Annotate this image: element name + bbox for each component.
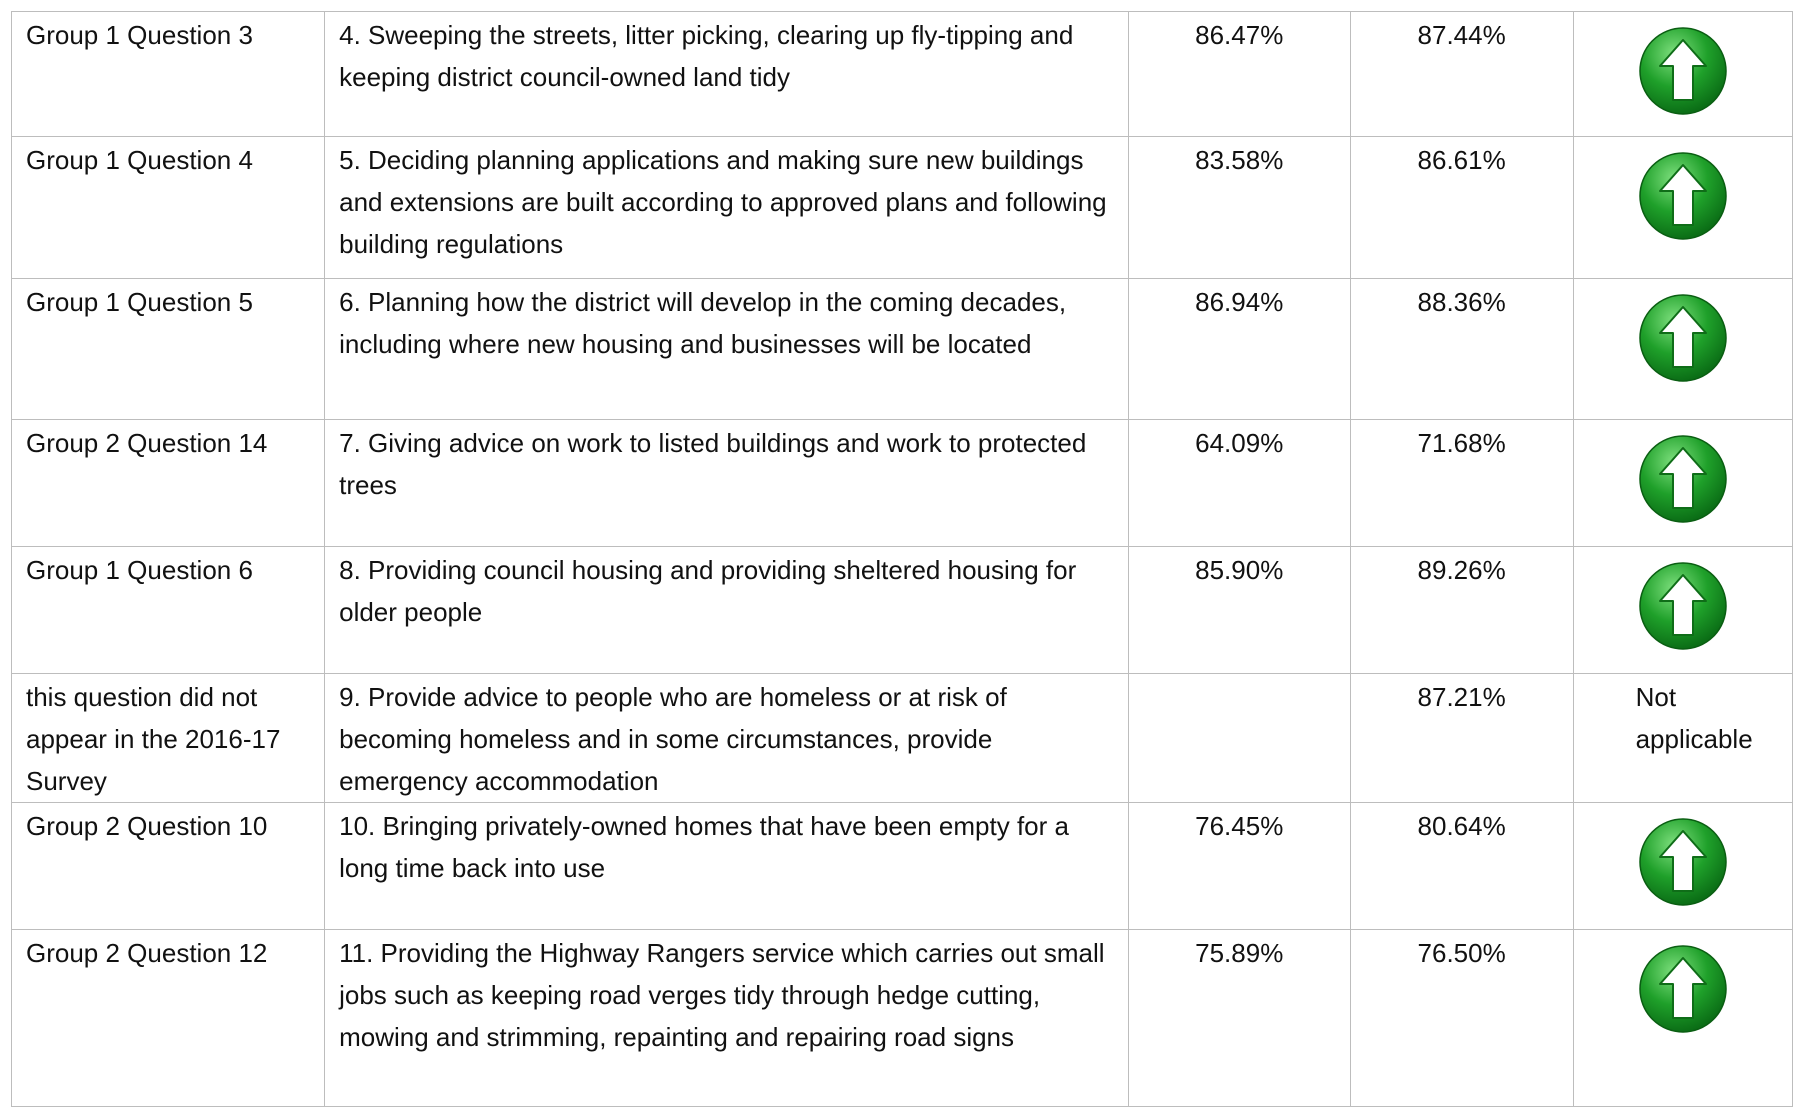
page: {"table": {"rows": [ ["Group 1 Question … xyxy=(10,11,1793,1107)
table-cell: 6. Planning how the district will develo… xyxy=(324,278,1129,420)
up-arrow-icon xyxy=(1639,27,1727,115)
table-cell: 8. Providing council housing and providi… xyxy=(324,546,1129,674)
table-cell: 71.68% xyxy=(1349,419,1574,547)
table-cell xyxy=(1572,278,1793,420)
table-cell: 86.94% xyxy=(1127,278,1351,420)
up-arrow-icon xyxy=(1639,152,1727,240)
table-cell xyxy=(1572,546,1793,674)
up-arrow-icon xyxy=(1639,294,1727,382)
table-cell: 88.36% xyxy=(1349,278,1574,420)
table-cell xyxy=(1127,673,1351,803)
table-row: Group 1 Question 4 5. Deciding planning a… xyxy=(10,136,1793,279)
table-cell: Group 1 Question 5 xyxy=(10,278,326,420)
table-cell xyxy=(1572,136,1793,279)
table-cell: 10. Bringing privately-owned homes that … xyxy=(324,802,1129,930)
table-cell: Group 1 Question 3 xyxy=(10,11,326,137)
table-cell: 5. Deciding planning applications and ma… xyxy=(324,136,1129,279)
table-cell: 87.44% xyxy=(1349,11,1574,137)
table-cell: 85.90% xyxy=(1127,546,1351,674)
table-cell: 80.64% xyxy=(1349,802,1574,930)
table-cell xyxy=(1572,929,1793,1107)
table-cell: 83.58% xyxy=(1127,136,1351,279)
table-cell: 64.09% xyxy=(1127,419,1351,547)
up-arrow-icon xyxy=(1639,562,1727,650)
table-cell: Group 1 Question 6 xyxy=(10,546,326,674)
table-row: Group 1 Question 5 6. Planning how the di… xyxy=(10,278,1793,420)
table-cell: 9. Provide advice to people who are home… xyxy=(324,673,1129,803)
table-cell: 86.61% xyxy=(1349,136,1574,279)
table-cell: 76.45% xyxy=(1127,802,1351,930)
table-cell: 11. Providing the Highway Rangers servic… xyxy=(324,929,1129,1107)
table-row: Group 2 Question 10 10. Bringing privatel… xyxy=(10,802,1793,930)
table-cell: 76.50% xyxy=(1349,929,1574,1107)
table-cell: Group 2 Question 14 xyxy=(10,419,326,547)
up-arrow-icon xyxy=(1639,818,1727,906)
table-cell: 4. Sweeping the streets, litter picking,… xyxy=(324,11,1129,137)
table-cell: 86.47% xyxy=(1127,11,1351,137)
table-row: this question did not appear in the 2016… xyxy=(10,673,1793,803)
table-cell: Group 2 Question 10 xyxy=(10,802,326,930)
up-arrow-icon xyxy=(1639,435,1727,523)
table-cell: 89.26% xyxy=(1349,546,1574,674)
up-arrow-icon xyxy=(1639,945,1727,1033)
table-cell xyxy=(1572,419,1793,547)
table-cell xyxy=(1572,11,1793,137)
table-cell: Group 1 Question 4 xyxy=(10,136,326,279)
table-row: Group 2 Question 14 7. Giving advice on w… xyxy=(10,419,1793,547)
table-row: Group 1 Question 3 4. Sweeping the street… xyxy=(10,11,1793,137)
table-cell: 87.21% xyxy=(1349,673,1574,803)
table: Group 1 Question 3 4. Sweeping the street… xyxy=(10,11,1793,1107)
table-row: Group 2 Question 12 11. Providing the Hig… xyxy=(10,929,1793,1107)
table-cell xyxy=(1572,802,1793,930)
table-cell: 7. Giving advice on work to listed build… xyxy=(324,419,1129,547)
table-cell: Not applicable xyxy=(1572,673,1793,803)
table-cell: Group 2 Question 12 xyxy=(10,929,326,1107)
table-cell: 75.89% xyxy=(1127,929,1351,1107)
table-row: Group 1 Question 6 8. Providing council h… xyxy=(10,546,1793,674)
table-cell: this question did not appear in the 2016… xyxy=(10,673,326,803)
